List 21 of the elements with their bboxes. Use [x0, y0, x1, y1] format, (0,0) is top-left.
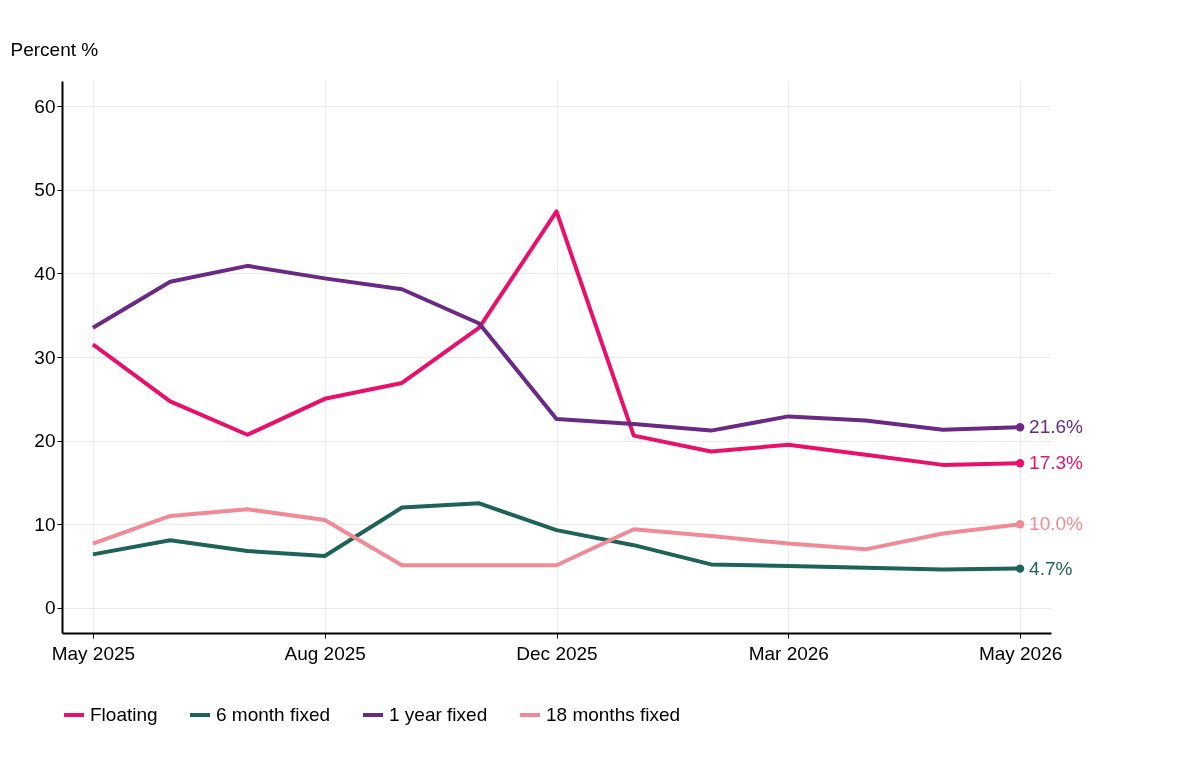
- x-tick-label: May 2025: [51, 642, 136, 664]
- x-tick-label: May 2026: [978, 642, 1063, 664]
- y-tick-label: 60: [34, 95, 56, 117]
- data-label: 10.0%: [1029, 513, 1084, 535]
- legend-label: 18 months fixed: [546, 704, 681, 725]
- data-label: 21.6%: [1029, 416, 1084, 438]
- x-tick-label: Aug 2025: [284, 642, 366, 664]
- y-tick-label: 30: [34, 346, 56, 368]
- y-tick-label: 10: [34, 513, 56, 535]
- legend-label: 6 month fixed: [216, 704, 331, 725]
- y-tick-label: 40: [34, 262, 56, 284]
- data-label: 4.7%: [1029, 557, 1073, 579]
- data-label: 17.3%: [1029, 452, 1084, 474]
- legend-label: 1 year fixed: [389, 704, 488, 725]
- y-tick-label: 0: [44, 597, 56, 619]
- legend-label: Floating: [90, 704, 158, 725]
- y-tick-label: 50: [34, 179, 56, 201]
- y-axis-title: Percent %: [10, 38, 99, 60]
- y-tick-label: 20: [34, 430, 56, 452]
- x-tick-label: Dec 2025: [516, 642, 598, 664]
- x-tick-label: Mar 2026: [748, 642, 829, 664]
